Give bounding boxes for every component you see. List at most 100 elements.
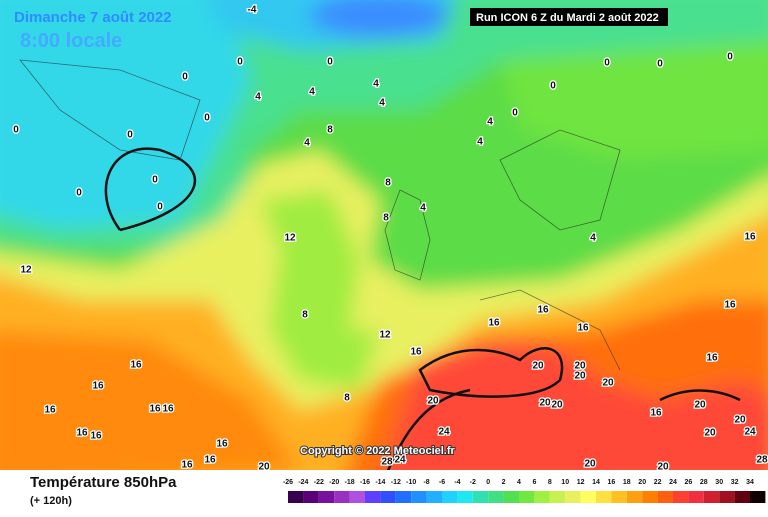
legend-tick-label: 0 (486, 479, 490, 486)
contour-label: 16 (650, 408, 662, 419)
contour-label: 28 (381, 457, 393, 468)
contours (104, 147, 741, 491)
contour-label: 20 (532, 361, 544, 372)
legend-tick-label: -20 (329, 479, 339, 486)
contour-label: 16 (537, 305, 549, 316)
footer-lead: (+ 120h) (30, 495, 72, 507)
legend-swatch (673, 491, 689, 503)
contour-label: 20 (734, 415, 746, 426)
legend-swatch (318, 491, 335, 503)
contour-label: 20 (657, 462, 669, 473)
legend-swatch (642, 491, 658, 503)
legend-swatch (442, 491, 458, 503)
contour-label: 20 (258, 462, 270, 473)
run-box (470, 8, 668, 26)
contour-label: -4 (248, 5, 257, 16)
legend-tick-label: 6 (532, 479, 536, 486)
contour-label: 0 (237, 57, 243, 68)
legend-swatch (411, 491, 427, 503)
run: Run ICON 6 Z du Mardi 2 août 2022 (476, 12, 659, 24)
legend-tick-label: 24 (669, 479, 677, 486)
contour-label: 4 (590, 233, 596, 244)
contour-label: 20 (574, 371, 586, 382)
legend-tick-label: 18 (623, 479, 631, 486)
contour-label: 20 (427, 396, 439, 407)
contour-label: 16 (44, 405, 56, 416)
legend-tick-label: 4 (517, 479, 521, 486)
legend-tick-label: 12 (577, 479, 585, 486)
contour-label: 0 (152, 175, 158, 186)
contour-label: 16 (216, 439, 228, 450)
contour-label: 16 (488, 318, 500, 329)
contour-label: 4 (304, 138, 310, 149)
contour-label: 0 (657, 59, 663, 70)
contour-label: 16 (410, 347, 422, 358)
legend-swatch (334, 491, 350, 503)
contour-label: 4 (309, 87, 315, 98)
legend-swatch (488, 491, 504, 503)
legend-swatch (426, 491, 442, 503)
legend-swatch (349, 491, 365, 503)
contour-label: 12 (284, 233, 296, 244)
legend-tick-label: -22 (314, 479, 324, 486)
contour-label: 24 (394, 455, 406, 466)
contour-label: 24 (438, 427, 450, 438)
contour-label: 0 (204, 113, 210, 124)
legend-tick-label: -24 (298, 479, 308, 486)
contour-label: 4 (487, 117, 493, 128)
legend-swatch (472, 491, 489, 503)
legend-tick-label: 20 (638, 479, 646, 486)
contour-label: 20 (704, 428, 716, 439)
legend-tick-label: 32 (731, 479, 739, 486)
legend-tick-label: 8 (548, 479, 552, 486)
legend-swatch (626, 491, 643, 503)
legend-swatch (303, 491, 319, 503)
legend-swatch (596, 491, 612, 503)
contour-label: 16 (149, 404, 161, 415)
legend-swatch (549, 491, 566, 503)
contour-label: 0 (512, 108, 518, 119)
contour-label: 16 (577, 323, 589, 334)
contour-label: 16 (76, 428, 88, 439)
legend-tick-label: 14 (592, 479, 600, 486)
contour-label: 16 (162, 404, 174, 415)
legend-swatch (380, 491, 396, 503)
temperature-field (0, 0, 768, 490)
date: Dimanche 7 août 2022 (14, 9, 172, 26)
contour-label: 28 (756, 455, 768, 466)
contour-label: 16 (130, 360, 142, 371)
legend-tick-label: 26 (685, 479, 693, 486)
contour-label: 16 (181, 460, 193, 471)
legend-swatch (288, 491, 304, 503)
legend-swatch (395, 491, 412, 503)
contour-label: 16 (90, 431, 102, 442)
contour-label: 4 (477, 137, 483, 148)
legend-tick-label: 2 (502, 479, 506, 486)
legend-swatch (734, 491, 750, 503)
contour-label: 8 (385, 178, 391, 189)
legend-tick-label: -26 (283, 479, 293, 486)
contour-label: 0 (13, 125, 19, 136)
legend-tick-label: 16 (608, 479, 616, 486)
contour-label: 20 (539, 398, 551, 409)
legend-tick-label: -6 (439, 479, 445, 486)
footer-title: Température 850hPa (30, 474, 177, 491)
contour-label: 0 (550, 81, 556, 92)
legend-tick-label: -4 (454, 479, 460, 486)
contour-label: 8 (327, 125, 333, 136)
contour-label: 0 (76, 188, 82, 199)
contour-label: 0 (157, 202, 163, 213)
legend-tick-label: -12 (391, 479, 401, 486)
contour-label: 8 (383, 213, 389, 224)
contour-label: 20 (574, 361, 586, 372)
legend-tick-label: 30 (715, 479, 723, 486)
legend-tick-label: -10 (406, 479, 416, 486)
legend-tick-label: -8 (423, 479, 429, 486)
contour-label: 16 (744, 232, 756, 243)
legend-swatch (365, 491, 381, 503)
legend-tick-label: -14 (375, 479, 385, 486)
legend-tick-label: 22 (654, 479, 662, 486)
legend-swatch (519, 491, 535, 503)
